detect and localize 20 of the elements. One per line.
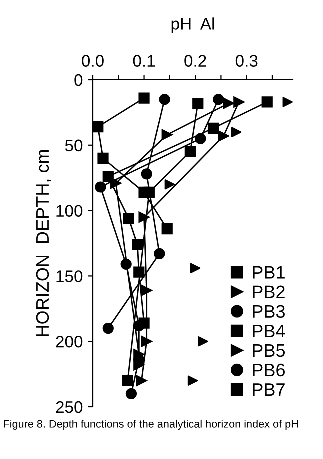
legend-label: PB5	[253, 344, 286, 358]
x-tick-label: 0.0	[82, 55, 104, 67]
legend-label: PB4	[253, 324, 286, 338]
y-tick-label: 250	[56, 401, 83, 414]
y-tick-label: 50	[65, 140, 83, 152]
x-tick-label: 0.2	[184, 55, 206, 67]
caption: Figure 8. Depth functions of the analytical horizon index of pH	[4, 420, 298, 430]
x-axis-title: pH Al	[172, 18, 214, 34]
legend-label: PB1	[253, 266, 285, 279]
legend-label: PB6	[253, 364, 285, 377]
y-axis-title: HORIZON DEPTH, cm	[36, 150, 52, 336]
y-tick-label: 0	[74, 74, 83, 86]
x-tick-label: 0.3	[236, 55, 258, 67]
y-tick-label: 150	[56, 270, 83, 282]
legend-label: PB7	[253, 384, 285, 396]
legend-label: PB3	[253, 305, 285, 318]
y-tick-label: 200	[56, 336, 83, 348]
y-tick-label: 100	[56, 205, 83, 218]
legend-label: PB2	[253, 286, 285, 298]
x-tick-label: 0.1	[133, 55, 156, 67]
